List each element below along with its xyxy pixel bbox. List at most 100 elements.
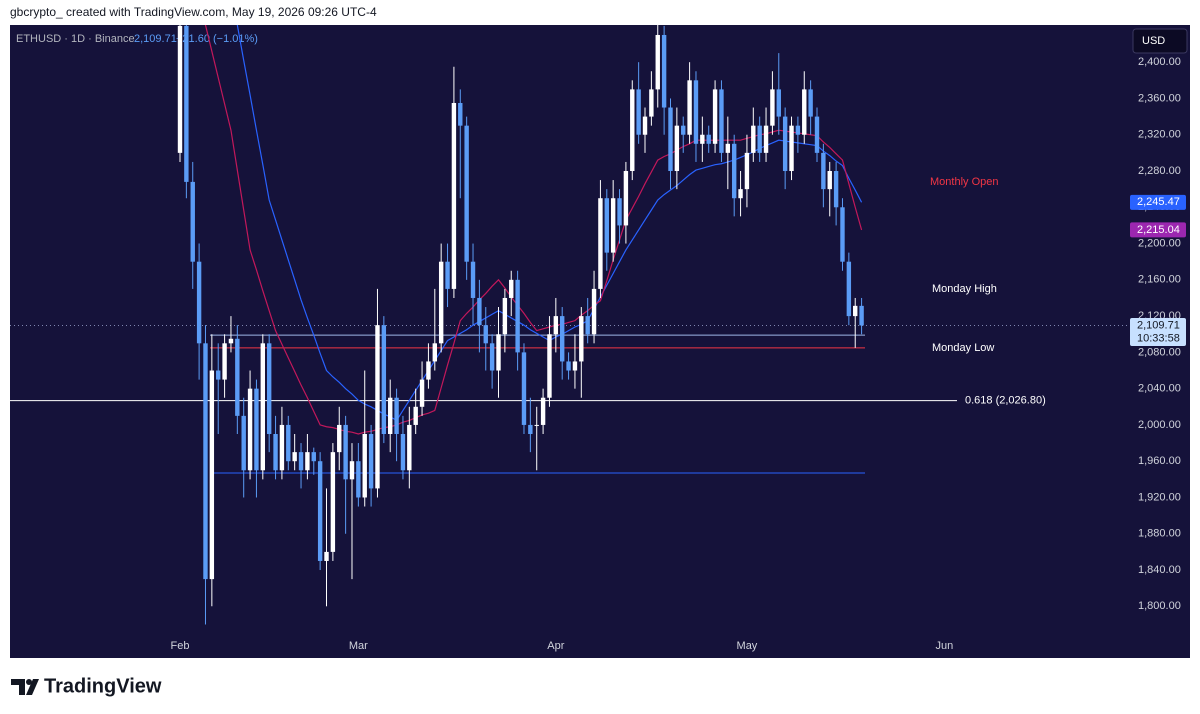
candle-body bbox=[349, 461, 355, 480]
candle-body bbox=[782, 116, 788, 172]
candle-body bbox=[700, 134, 705, 144]
candle-body bbox=[591, 288, 597, 335]
price-tag-countdown: 10:33:58 bbox=[1137, 332, 1180, 344]
candle-body bbox=[776, 89, 781, 117]
candle-body bbox=[623, 171, 629, 226]
candle-body bbox=[821, 152, 826, 190]
candle-body bbox=[477, 297, 482, 326]
candle-body bbox=[687, 80, 692, 135]
candle-body bbox=[833, 171, 839, 208]
candle-body bbox=[432, 343, 437, 362]
candle-body bbox=[840, 207, 845, 262]
candle-body bbox=[470, 261, 476, 298]
x-tick-label: Feb bbox=[171, 640, 190, 652]
candle-body bbox=[203, 343, 208, 580]
y-tick-label: 2,000.00 bbox=[1138, 419, 1181, 431]
candle-body bbox=[381, 325, 387, 435]
candle-body bbox=[617, 198, 622, 226]
currency-label[interactable]: USD bbox=[1142, 35, 1165, 47]
brand-name: TradingView bbox=[44, 675, 162, 697]
candle-body bbox=[247, 388, 253, 471]
candle-body bbox=[330, 452, 336, 552]
candle-body bbox=[496, 334, 501, 371]
candle-body bbox=[489, 343, 495, 371]
y-tick-label: 1,800.00 bbox=[1138, 600, 1181, 612]
candle-body bbox=[668, 107, 673, 172]
candle-body bbox=[451, 102, 457, 289]
y-tick-label: 2,080.00 bbox=[1138, 346, 1181, 358]
candle-body bbox=[368, 434, 374, 489]
candle-body bbox=[802, 89, 807, 135]
candle-body bbox=[789, 125, 794, 172]
candle-body bbox=[853, 305, 858, 317]
candle-body bbox=[266, 343, 272, 435]
candle-body bbox=[388, 397, 393, 435]
candle-body bbox=[655, 34, 660, 90]
candle-body bbox=[196, 261, 202, 344]
candle-body bbox=[604, 198, 609, 253]
y-tick-label: 1,880.00 bbox=[1138, 528, 1181, 540]
price-tag bbox=[1130, 222, 1186, 238]
candle-body bbox=[426, 361, 431, 380]
level-label: Monday Low bbox=[932, 342, 994, 354]
candle-body bbox=[757, 125, 762, 153]
candle-body bbox=[273, 434, 278, 471]
y-tick-label: 2,360.00 bbox=[1138, 92, 1181, 104]
candle-body bbox=[553, 316, 559, 335]
y-tick-label: 1,840.00 bbox=[1138, 564, 1181, 576]
candle-body bbox=[751, 125, 756, 153]
candle-body bbox=[400, 434, 406, 471]
candle-body bbox=[719, 89, 724, 153]
candle-body bbox=[254, 388, 259, 471]
price-tag bbox=[1130, 317, 1186, 346]
candle-body bbox=[190, 181, 195, 262]
candle-body bbox=[534, 424, 539, 426]
candle-body bbox=[795, 125, 801, 135]
candle-body bbox=[560, 316, 565, 362]
candle-body bbox=[222, 343, 227, 380]
candle-body bbox=[458, 102, 463, 126]
candle-body bbox=[286, 424, 291, 462]
candle-body bbox=[356, 461, 361, 498]
candle-body bbox=[464, 125, 469, 262]
candle-body bbox=[827, 171, 832, 190]
currency-button[interactable] bbox=[1132, 28, 1188, 54]
candle-body bbox=[241, 415, 246, 471]
legend-symbol: ETHUSD · 1D · Binance bbox=[16, 33, 135, 45]
candle-body bbox=[502, 297, 508, 335]
candle-body bbox=[445, 261, 450, 289]
candle-body bbox=[808, 89, 813, 117]
candle-body bbox=[598, 198, 603, 289]
candle-body bbox=[636, 89, 641, 135]
candle-body bbox=[184, 25, 189, 182]
candle-body bbox=[566, 361, 571, 371]
candle-body bbox=[649, 89, 654, 117]
candle-body bbox=[216, 370, 221, 380]
y-tick-label: 2,400.00 bbox=[1138, 56, 1181, 68]
candle-body bbox=[419, 379, 425, 407]
candle-body bbox=[509, 279, 514, 298]
price-tag bbox=[1130, 194, 1186, 210]
candle-body bbox=[744, 152, 750, 190]
candle-body bbox=[407, 424, 412, 471]
candle-body bbox=[579, 316, 584, 362]
candle-body bbox=[547, 334, 552, 398]
candle-body bbox=[228, 338, 234, 344]
candle-body bbox=[394, 397, 399, 435]
candle-body bbox=[585, 316, 590, 335]
y-tick-label: 2,040.00 bbox=[1138, 383, 1181, 395]
candle-body bbox=[362, 434, 367, 498]
candle-body bbox=[298, 452, 304, 471]
candle-body bbox=[706, 134, 711, 144]
annotation: Monday High bbox=[932, 283, 997, 295]
candle-body bbox=[763, 125, 769, 153]
candle-body bbox=[738, 189, 743, 199]
candle-body bbox=[642, 116, 648, 135]
brand-logo bbox=[11, 679, 39, 695]
candle-body bbox=[438, 261, 444, 344]
y-tick-label: 2,200.00 bbox=[1138, 237, 1181, 249]
candle-body bbox=[209, 370, 215, 580]
legend-price: 2,109.71 bbox=[134, 33, 177, 45]
